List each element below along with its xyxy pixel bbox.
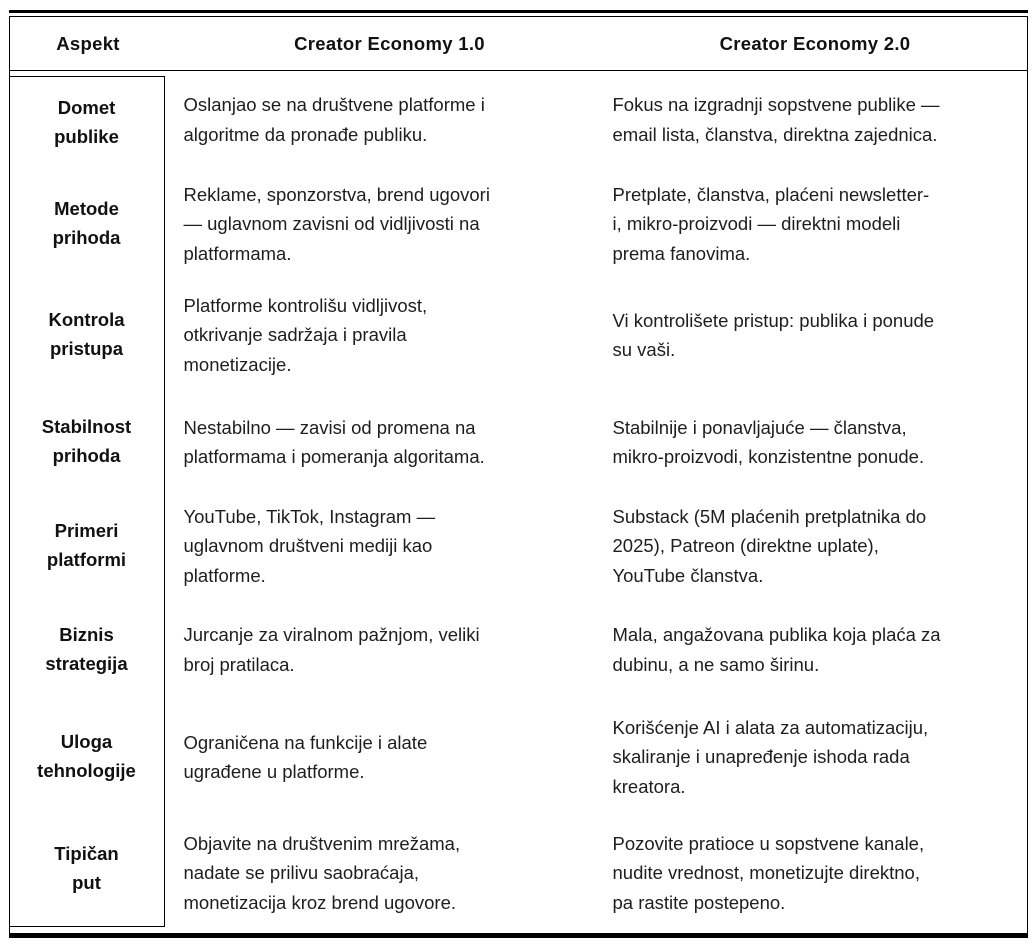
- aspect-label-metode-prihoda: Metode prihoda: [52, 198, 121, 248]
- cell-economy2: Stabilnije i ponavljajuće — članstva, mi…: [612, 390, 1028, 494]
- cell-economy1: Objavite na društvenim mrežama, nadate s…: [165, 813, 612, 933]
- aspect-label-stabilnost-prihoda: Stabilnost prihoda: [41, 416, 132, 466]
- table-row: Platforme kontrolišu vidljivost, otkriva…: [165, 280, 1028, 390]
- table-row: Ograničena na funkcije i alate ugrađene …: [165, 701, 1028, 813]
- cell-economy2: Vi kontrolišete pristup: publika i ponud…: [612, 280, 1028, 390]
- table-inner-border: Aspekt Creator Economy 1.0 Creator Econo…: [8, 16, 1028, 933]
- table-header-row: Aspekt Creator Economy 1.0 Creator Econo…: [10, 17, 1027, 71]
- cell-economy1: Jurcanje za viralnom pažnjom, veliki bro…: [165, 598, 612, 701]
- cell-text: Platforme kontrolišu vidljivost, otkriva…: [183, 294, 428, 375]
- header-cell-creator-economy-2: Creator Economy 2.0: [719, 32, 911, 54]
- header-cell-aspekt: Aspekt: [56, 32, 120, 54]
- cell-text: Vi kontrolišete pristup: publika i ponud…: [612, 309, 935, 361]
- cell-economy2: Korišćenje AI i alata za automatizaciju,…: [612, 701, 1028, 813]
- aspect-column: Domet publike Metode prihoda Kontrola pr…: [8, 76, 165, 927]
- cell-economy1: Nestabilno — zavisi od promena na platfo…: [165, 390, 612, 494]
- table-row: Oslanjao se na društvene platforme i alg…: [165, 71, 1028, 168]
- table-row: Jurcanje za viralnom pažnjom, veliki bro…: [165, 598, 1028, 701]
- aspect-label-uloga-tehnologije: Uloga tehnologije: [37, 731, 136, 781]
- cell-text: YouTube, TikTok, Instagram — uglavnom dr…: [183, 505, 436, 586]
- cell-text: Stabilnije i ponavljajuće — članstva, mi…: [612, 416, 925, 468]
- cell-text: Pretplate, članstva, plaćeni newsletter-…: [612, 183, 930, 264]
- cell-economy1: YouTube, TikTok, Instagram — uglavnom dr…: [165, 494, 612, 598]
- cell-text: Pozovite pratioce u sopstvene kanale, nu…: [612, 832, 925, 913]
- aspect-label-biznis-strategija: Biznis strategija: [45, 623, 128, 674]
- cell-economy1: Oslanjao se na društvene platforme i alg…: [165, 71, 612, 168]
- table-row: YouTube, TikTok, Instagram — uglavnom dr…: [165, 494, 1028, 598]
- cell-text: Nestabilno — zavisi od promena na platfo…: [183, 416, 485, 468]
- table-row: Nestabilno — zavisi od promena na platfo…: [165, 390, 1028, 494]
- cell-economy2: Pozovite pratioce u sopstvene kanale, nu…: [612, 813, 1028, 933]
- cell-text: Reklame, sponzorstva, brend ugovori — ug…: [183, 183, 490, 264]
- cell-text: Korišćenje AI i alata za automatizaciju,…: [612, 716, 929, 797]
- cell-text: Mala, angažovana publika koja plaća za d…: [612, 624, 941, 675]
- cell-text: Jurcanje za viralnom pažnjom, veliki bro…: [183, 624, 480, 675]
- aspect-label-domet-publike: Domet publike: [54, 97, 119, 147]
- content-columns: Oslanjao se na društvene platforme i alg…: [165, 71, 1028, 933]
- aspect-label-kontrola-pristupa: Kontrola pristupa: [48, 309, 125, 359]
- cell-economy2: Substack (5M plaćenih pretplatnika do 20…: [612, 494, 1028, 598]
- table-body: Domet publike Metode prihoda Kontrola pr…: [8, 71, 1028, 933]
- comparison-table: Aspekt Creator Economy 1.0 Creator Econo…: [8, 10, 1028, 938]
- cell-economy2: Pretplate, članstva, plaćeni newsletter-…: [612, 168, 1028, 280]
- table-row: Objavite na društvenim mrežama, nadate s…: [165, 813, 1028, 933]
- cell-text: Substack (5M plaćenih pretplatnika do 20…: [612, 505, 927, 586]
- cell-economy1: Platforme kontrolišu vidljivost, otkriva…: [165, 280, 612, 390]
- cell-economy2: Fokus na izgradnji sopstvene publike — e…: [612, 71, 1028, 168]
- cell-economy2: Mala, angažovana publika koja plaća za d…: [612, 598, 1028, 701]
- cell-economy1: Reklame, sponzorstva, brend ugovori — ug…: [165, 168, 612, 280]
- cell-text: Fokus na izgradnji sopstvene publike — e…: [612, 94, 940, 145]
- header-cell-creator-economy-1: Creator Economy 1.0: [294, 32, 485, 54]
- cell-text: Objavite na društvenim mrežama, nadate s…: [183, 832, 461, 913]
- table-row: Reklame, sponzorstva, brend ugovori — ug…: [165, 168, 1028, 280]
- cell-economy1: Ograničena na funkcije i alate ugrađene …: [165, 701, 612, 813]
- aspect-label-primeri-platformi: Primeri platformi: [46, 520, 127, 570]
- aspect-label-tipican-put: Tipičan put: [54, 843, 119, 893]
- cell-text: Oslanjao se na društvene platforme i alg…: [183, 94, 485, 145]
- cell-text: Ograničena na funkcije i alate ugrađene …: [183, 731, 428, 783]
